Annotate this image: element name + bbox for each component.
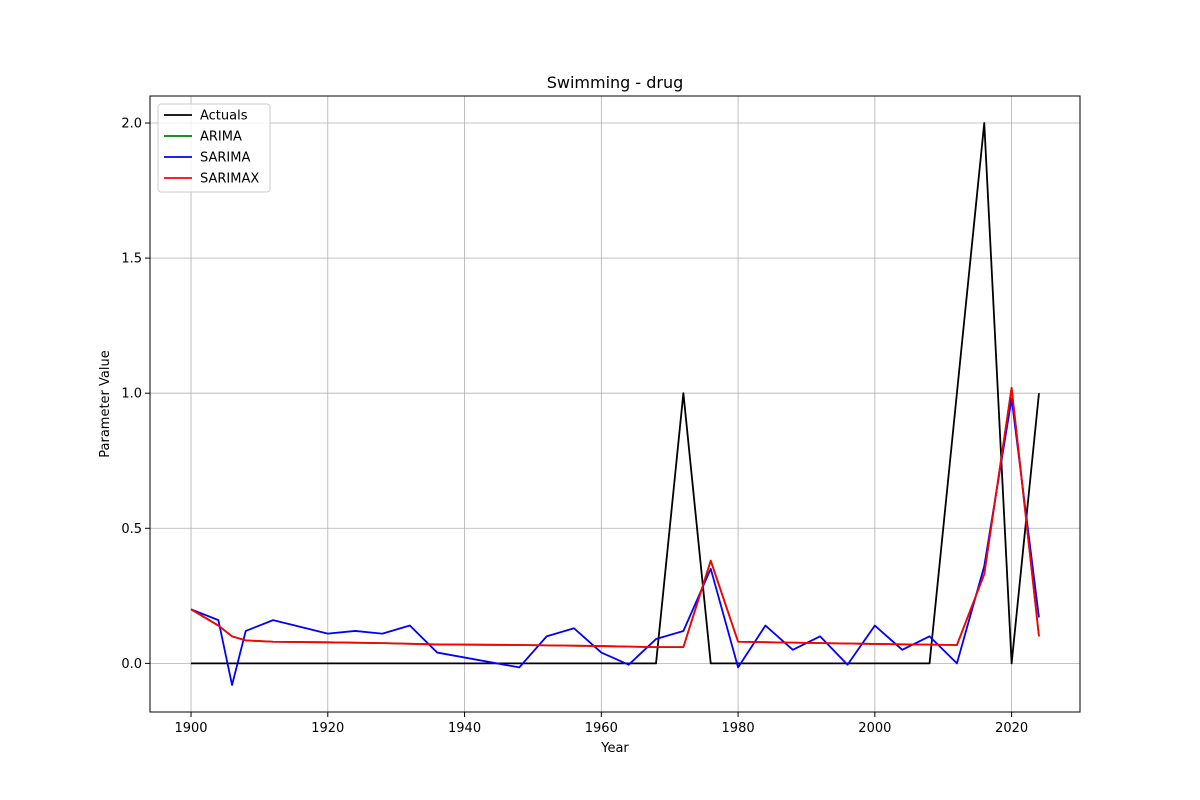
plot-frame bbox=[149, 95, 1081, 713]
legend-label-sarimax: SARIMAX bbox=[200, 172, 259, 187]
x-tick-label: 1980 bbox=[722, 721, 755, 736]
series-lines bbox=[190, 122, 1040, 686]
y-tick-label: 0.0 bbox=[121, 657, 142, 672]
legend-label-actuals: Actuals bbox=[200, 109, 248, 124]
y-tick-label: 1.0 bbox=[121, 387, 142, 402]
x-tick-label: 1940 bbox=[448, 721, 481, 736]
axis-ticks: 1900 1920 1940 1960 1980 2000 2020 0.0 0.5 1.0 1.5… bbox=[121, 117, 1028, 736]
series-line-actuals bbox=[191, 122, 1040, 665]
y-axis-label: Parameter Value bbox=[98, 350, 113, 457]
x-tick-label: 1900 bbox=[174, 721, 207, 736]
series-line-sarima bbox=[190, 397, 1040, 686]
x-tick-label: 2000 bbox=[858, 721, 891, 736]
series-line-sarimax bbox=[190, 386, 1040, 649]
x-axis-label: Year bbox=[600, 741, 629, 756]
legend-label-arima: ARIMA bbox=[200, 130, 242, 145]
y-tick-label: 2.0 bbox=[121, 117, 142, 132]
y-tick-label: 0.5 bbox=[121, 522, 142, 537]
y-tick-label: 1.5 bbox=[121, 252, 142, 267]
x-tick-label: 1960 bbox=[585, 721, 618, 736]
legend: Actuals ARIMA SARIMA SARIMAX bbox=[157, 103, 271, 193]
x-tick-label: 2020 bbox=[995, 721, 1028, 736]
legend-label-sarima: SARIMA bbox=[200, 151, 250, 166]
legend-box bbox=[157, 103, 271, 193]
chart-title: Swimming - drug bbox=[547, 73, 684, 92]
x-tick-label: 1920 bbox=[311, 721, 344, 736]
